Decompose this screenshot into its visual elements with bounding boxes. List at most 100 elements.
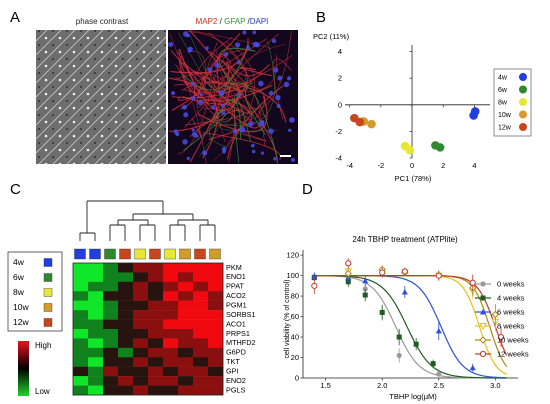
heatmap-cell — [193, 272, 209, 283]
viability-y-tick-label: 0 — [295, 374, 299, 383]
group-legend-label: 10w — [13, 302, 29, 312]
heatmap-cell — [163, 329, 179, 339]
pca-legend-swatch — [519, 123, 527, 131]
viability-point — [362, 292, 368, 298]
viability-y-tick-label: 60 — [291, 312, 299, 321]
heatmap-cell — [118, 300, 134, 311]
heatmap-cell — [208, 319, 224, 330]
heatmap-cell — [103, 376, 119, 386]
heatmap-cell — [163, 263, 179, 273]
viability-y-tick-label: 80 — [291, 292, 299, 301]
group-legend-label: 4w — [13, 257, 25, 267]
gene-label: ENO1 — [226, 272, 246, 281]
viability-y-tick-label: 20 — [291, 353, 299, 362]
panel-d: 24h TBHP treatment (ATPlite) 1.5 2.0 2.5 3.… — [284, 235, 529, 401]
viability-point — [497, 333, 505, 341]
group-legend-swatch — [43, 318, 53, 327]
heatmap-cell — [103, 300, 119, 311]
panel-c: PKMENO1PPATACO2PGM1SORBS1ACO1PRPS1MTHFD2… — [7, 200, 256, 396]
heatmap-cell — [103, 366, 119, 377]
heatmap-cell — [148, 366, 164, 377]
column-group-swatch — [119, 248, 131, 260]
heatmap-cell — [88, 319, 104, 330]
heatmap-cell — [163, 310, 179, 320]
colorbar-high-label: High — [35, 341, 51, 350]
column-group-swatch — [74, 248, 86, 260]
viability-legend-marker — [480, 309, 486, 315]
heatmap-cell — [148, 338, 164, 349]
column-group-swatch — [149, 248, 161, 260]
heatmap-cell — [148, 310, 164, 320]
heatmap-cell — [118, 385, 134, 396]
viability-legend-marker — [480, 295, 486, 301]
heatmap-cell — [133, 319, 149, 330]
panel-a: phase contrast MAP2 / GFAP /DAPI — [36, 17, 298, 164]
viability-curve — [314, 275, 507, 379]
heatmap-cell — [73, 272, 89, 283]
viability-point — [401, 268, 408, 275]
gene-label: SORBS1 — [226, 310, 256, 319]
viability-ylabel: cell viability (% of control) — [284, 280, 291, 359]
heatmap-cell — [208, 385, 224, 396]
column-group-swatch — [89, 248, 101, 260]
viability-point — [379, 309, 385, 315]
gene-label: PGLS — [226, 385, 246, 394]
heatmap-cell — [163, 281, 179, 292]
heatmap-cell — [73, 281, 89, 292]
heatmap-cell — [178, 329, 194, 339]
viability-legend-label: 0 weeks — [497, 280, 525, 289]
heatmap-cell — [148, 329, 164, 339]
viability-title: 24h TBHP treatment (ATPlite) — [352, 235, 458, 244]
heatmap-cell — [208, 310, 224, 320]
viability-legend-label: 4 weeks — [497, 294, 525, 303]
gene-label: GPI — [226, 367, 239, 376]
panel-b: -4 -2 0 2 4 -4 -2 0 2 4 PC2 (11%) PC1 (78%) 4w 6w 8… — [313, 32, 532, 183]
column-group-swatch — [194, 248, 206, 260]
heatmap-cell — [103, 263, 119, 273]
heatmap-cell — [118, 329, 134, 339]
heatmap-cell — [148, 300, 164, 311]
heatmap-cell — [133, 357, 149, 367]
heatmap-cell — [163, 319, 179, 330]
heatmap-cell — [178, 272, 194, 283]
heatmap-cell — [163, 347, 179, 358]
heatmap-cell — [148, 376, 164, 386]
heatmap-cell — [208, 376, 224, 386]
pca-point-12w — [355, 117, 365, 127]
heatmap-cell — [178, 300, 194, 311]
heatmap-cell — [208, 366, 224, 377]
gene-label: PPAT — [226, 282, 245, 291]
viability-legend-marker — [480, 281, 486, 287]
viability-point — [344, 269, 352, 278]
heatmap-cell — [88, 272, 104, 283]
heatmap-cell — [118, 347, 134, 358]
heatmap-cell — [73, 291, 89, 301]
pca-legend: 4w 6w 8w 10w 12w — [493, 68, 532, 137]
heatmap-cell — [208, 347, 224, 358]
pca-x-tick-label: -4 — [346, 161, 353, 170]
heatmap-cell — [88, 291, 104, 301]
heatmap-cell — [73, 366, 89, 377]
heatmap-cell — [103, 357, 119, 367]
heatmap-cell — [178, 263, 194, 273]
heatmap-cell — [163, 366, 179, 377]
heatmap-cell — [103, 338, 119, 349]
heatmap-cell — [133, 291, 149, 301]
viability-point — [396, 334, 402, 340]
heatmap-cell — [163, 272, 179, 283]
viability-point — [469, 364, 476, 371]
heatmap-cell — [193, 366, 209, 377]
pca-x-tick-label: 2 — [441, 161, 445, 170]
viability-x-tick-label: 3.0 — [490, 381, 500, 390]
heatmap-cell — [148, 347, 164, 358]
viability-y-tick-label: 40 — [291, 333, 299, 342]
heatmap-cell — [73, 385, 89, 396]
heatmap-cell — [193, 338, 209, 349]
heatmap-cell — [148, 385, 164, 396]
heatmap-cell — [163, 376, 179, 386]
heatmap-cell — [88, 347, 104, 358]
pca-legend-label: 10w — [498, 112, 512, 119]
heatmap-cell — [193, 329, 209, 339]
viability-point — [311, 273, 318, 280]
heatmap-cell — [133, 300, 149, 311]
